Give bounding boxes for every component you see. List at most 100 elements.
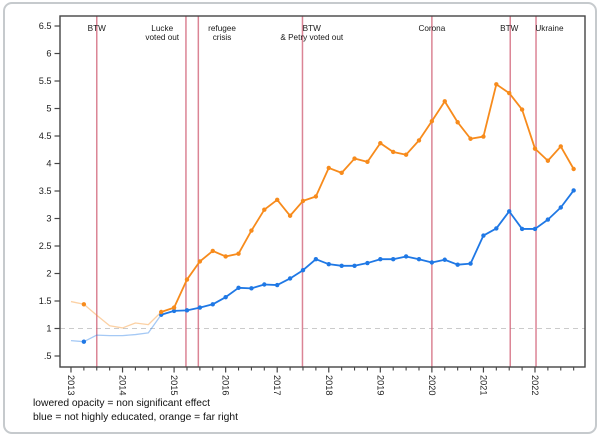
series-orange-line (160, 83, 575, 313)
chart-captions: lowered opacity = non significant effect… (33, 397, 238, 425)
y-tick-label: 2 (46, 269, 51, 279)
series-orange-marker-2016q2 (236, 251, 241, 256)
series-blue-marker-2015q1 (171, 308, 177, 314)
series-orange-marker-2018q3 (352, 156, 357, 161)
caption-significance: lowered opacity = non significant effect (33, 398, 210, 409)
series-orange-marker-2021q3 (507, 90, 512, 96)
series-blue-marker-2017q4 (313, 257, 319, 262)
series-blue-marker-2018q2 (339, 263, 344, 269)
series-blue-marker-2022q4 (571, 188, 576, 193)
y-tick-label: 1 (46, 324, 51, 334)
series-blue-marker-2017q2 (287, 276, 293, 281)
series-orange-marker-2021q1 (481, 134, 486, 139)
y-tick-label: 6 (46, 49, 51, 59)
series-orange-marker-2019q3 (403, 152, 409, 157)
y-tick-label: 6.5 (39, 21, 52, 31)
series-orange-marker-2018q1 (326, 165, 331, 171)
series-blue-marker-2021q4 (519, 226, 525, 232)
series-blue-marker-2020q3 (455, 262, 460, 267)
series-orange-marker-2016q4 (262, 207, 267, 212)
series-blue-marker-2018q3 (352, 263, 357, 269)
y-tick-label: 4.5 (39, 131, 52, 141)
series-orange-marker-2022q2 (545, 158, 551, 163)
series-blue-marker-2017q3 (300, 268, 306, 273)
series-blue-marker-2017q1 (275, 282, 280, 288)
event-label-4-line-0: Corona (418, 24, 445, 33)
series-blue-marker-2020q2 (442, 257, 447, 262)
series-orange-marker-2019q4 (416, 138, 422, 143)
y-tick-label: 3.5 (39, 186, 52, 196)
series-orange-marker-2015q1 (171, 305, 177, 310)
series-blue-marker-2021q3 (507, 209, 512, 214)
series-blue-marker-2016q2 (236, 285, 241, 291)
y-tick-label: .5 (44, 351, 52, 361)
series-blue-marker-2021q1 (481, 233, 486, 238)
series-blue-marker-2018q1 (326, 261, 331, 267)
series-blue-line (160, 189, 575, 316)
series-blue-marker-2021q2 (494, 226, 499, 231)
series-blue-marker-2013q2 (81, 339, 87, 344)
event-label-3-line-1: & Petry voted out (280, 33, 344, 42)
series-orange-marker-2017q4 (313, 194, 319, 199)
y-tick-label: 5.5 (39, 76, 52, 86)
series-orange-marker-2017q1 (275, 197, 280, 203)
series-orange-marker-2019q1 (378, 140, 383, 146)
series-orange-marker-2020q2 (442, 99, 447, 104)
series-blue-marker-2015q3 (197, 305, 203, 310)
event-label-3-line-0: BTW (303, 24, 321, 33)
x-tick-label: 2016 (221, 375, 231, 395)
event-label-6-line-0: Ukraine (535, 24, 564, 33)
series-blue-marker-2016q3 (249, 286, 254, 291)
x-tick-label: 2022 (530, 375, 540, 395)
series-orange-marker-2017q3 (300, 198, 306, 204)
series-orange-marker-2017q2 (287, 213, 293, 218)
series-orange-marker-2015q4 (210, 248, 215, 254)
x-tick-label: 2020 (427, 375, 437, 395)
x-tick-label: 2013 (66, 375, 76, 395)
y-tick-label: 5 (46, 104, 51, 114)
series-orange-marker-2016q1 (223, 254, 228, 259)
series-blue-marker-2015q2 (184, 308, 190, 313)
series-orange-marker-2022q3 (558, 144, 563, 149)
x-tick-label: 2017 (272, 375, 282, 395)
x-tick-label: 2018 (324, 375, 334, 395)
series-orange-marker-2021q2 (494, 82, 499, 87)
caption-color-legend: blue = not highly educated, orange = far… (33, 412, 238, 423)
event-label-1-line-1: voted out (145, 33, 179, 42)
series-orange-marker-2020q1 (429, 118, 435, 124)
series-blue-marker-2020q4 (468, 261, 473, 266)
series-blue-marker-2019q4 (416, 257, 422, 262)
x-axis: 2013 2014 2015 2016 2017 2018 2019 2020 2021 2022 (66, 367, 575, 395)
series-orange-marker-2018q4 (365, 159, 370, 165)
y-axis: 6.565.554.543.532.521.51.5 (39, 21, 60, 361)
series-blue-marker-2022q1 (532, 226, 538, 232)
series-orange-marker-2021q4 (519, 107, 525, 112)
series-orange-nonsignificant-line (70, 300, 162, 329)
series-blue-marker-2022q2 (545, 217, 551, 222)
series-orange-marker-2015q3 (197, 259, 203, 264)
series-blue-marker-2019q1 (378, 257, 383, 262)
series-blue-marker-2019q3 (403, 254, 409, 259)
series-orange-marker-2022q1 (532, 146, 538, 151)
series-orange-marker-2018q2 (339, 170, 344, 176)
series-orange-marker-2013q2 (81, 302, 87, 307)
x-tick-label: 2014 (118, 375, 128, 395)
event-label-2-line-0: refugee (208, 24, 236, 33)
event-label-0-line-0: BTW (88, 24, 106, 33)
x-tick-label: 2021 (478, 375, 488, 395)
series-orange-marker-2020q4 (468, 136, 473, 141)
series-blue-marker-2022q3 (558, 205, 563, 210)
event-label-5-line-0: BTW (500, 24, 518, 33)
series-blue-marker-2018q4 (365, 260, 370, 266)
series-blue-nonsignificant-line (70, 314, 162, 343)
y-tick-label: 2.5 (39, 241, 52, 251)
y-tick-label: 1.5 (39, 296, 52, 306)
series-blue-marker-2016q1 (223, 294, 228, 300)
y-tick-label: 4 (46, 159, 51, 169)
series-orange-marker-2015q2 (184, 277, 190, 282)
event-label-2-line-1: crisis (213, 33, 232, 42)
